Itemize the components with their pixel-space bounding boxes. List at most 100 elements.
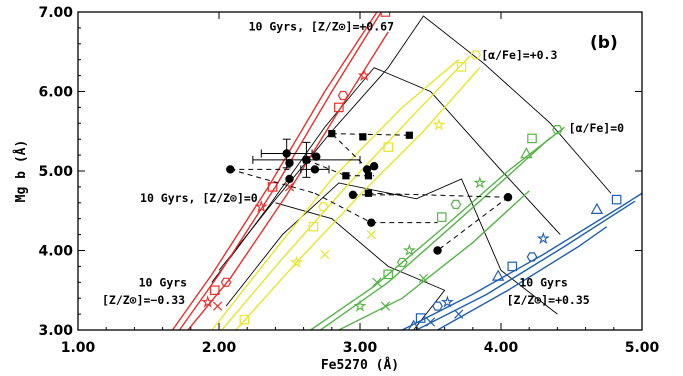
star-marker xyxy=(473,176,487,189)
hexagon-marker xyxy=(470,50,481,60)
square-marker xyxy=(415,313,426,323)
square-marker xyxy=(209,285,220,296)
model-track-line xyxy=(187,31,389,330)
observed-point xyxy=(369,162,379,171)
annotation-text: [α/Fe]=0 xyxy=(569,121,624,135)
cross-marker xyxy=(212,301,223,311)
triangle-marker xyxy=(407,319,420,330)
isochrone-line xyxy=(275,202,446,330)
observed-point xyxy=(433,246,442,255)
observed-square-point xyxy=(364,189,373,197)
square-marker xyxy=(267,182,278,192)
model-track-line xyxy=(401,192,642,330)
observed-point xyxy=(362,165,372,174)
observed-square-point xyxy=(359,133,367,141)
observed-point xyxy=(282,149,291,158)
star-marker xyxy=(254,199,268,213)
cross-stroke xyxy=(284,182,295,192)
cross-marker xyxy=(372,277,382,287)
hexagon-marker xyxy=(396,257,408,268)
triangle-marker xyxy=(491,269,505,281)
observed-square-point xyxy=(342,172,350,180)
dashed-link xyxy=(306,159,347,177)
star-marker xyxy=(357,68,371,82)
cross-marker xyxy=(320,249,330,260)
square-marker xyxy=(308,221,319,232)
cross-marker xyxy=(418,273,429,283)
model-track-line xyxy=(416,200,636,330)
cross-stroke xyxy=(425,317,436,327)
observed-square-point xyxy=(328,130,336,138)
cross-marker xyxy=(454,309,464,319)
triangle-marker xyxy=(520,147,533,159)
cross-stroke xyxy=(454,309,464,319)
observed-square-point xyxy=(405,131,413,139)
x-tick-label: 3.00 xyxy=(343,340,378,356)
panel-label: (b) xyxy=(590,33,618,53)
square-marker xyxy=(383,142,393,152)
y-tick-label: 7.00 xyxy=(38,5,73,21)
cross-stroke xyxy=(212,301,223,311)
hexagon-marker xyxy=(552,125,563,135)
model-track-line xyxy=(437,226,608,330)
isochrone-line xyxy=(211,67,561,283)
x-tick-label: 4.00 xyxy=(484,340,519,356)
annotation-text: 10 Gyrs, [Z/Z⊙]=0 xyxy=(140,191,258,205)
annotation-text: [α/Fe]=+0.3 xyxy=(481,48,557,62)
annotation-text: 10 Gyrs xyxy=(139,275,187,289)
annotation-text: [Z/Z⊙]=+0.35 xyxy=(507,293,590,307)
square-marker xyxy=(380,12,391,17)
cross-stroke xyxy=(366,229,376,240)
dashed-link xyxy=(437,196,509,251)
observed-point xyxy=(285,174,294,184)
x-axis-label: Fe5270 (Å) xyxy=(321,357,399,373)
annotation-text: 10 Gyrs, [Z/Z⊙]=+0.67 xyxy=(249,19,394,33)
x-tick-label: 5.00 xyxy=(625,340,660,356)
cross-stroke xyxy=(372,277,382,287)
observed-point xyxy=(226,165,235,174)
y-axis-label: Mg b (Å) xyxy=(13,140,29,203)
observed-point xyxy=(310,165,320,174)
dashed-links xyxy=(230,133,509,251)
star-marker xyxy=(201,295,215,308)
isochrone-line xyxy=(225,178,558,315)
model-track-line xyxy=(338,190,530,330)
star-marker xyxy=(353,299,367,312)
model-track-line xyxy=(310,126,565,330)
annotations: 10 Gyrs, [Z/Z⊙]=+0.67 [α/Fe]=+0.3 [α/Fe]=0… xyxy=(102,19,624,306)
star-marker xyxy=(432,118,446,131)
observed-point xyxy=(312,152,321,161)
cross-marker xyxy=(366,229,376,240)
model-track-line xyxy=(211,59,460,330)
hexagon-marker xyxy=(450,199,462,209)
model-track-line xyxy=(178,12,382,330)
triangle-marker xyxy=(590,202,604,214)
square-marker xyxy=(334,102,344,113)
cross-marker xyxy=(425,317,436,327)
observed-point xyxy=(348,190,358,200)
square-marker xyxy=(611,194,622,205)
x-tick-label: 2.00 xyxy=(202,340,237,356)
star-marker xyxy=(402,243,416,257)
annotation-text: [Z/Z⊙]=−0.33 xyxy=(102,293,185,307)
square-marker xyxy=(507,261,518,272)
star-marker xyxy=(290,255,304,268)
hexagon-marker xyxy=(526,252,538,262)
x-tick-label: 1.00 xyxy=(61,340,96,356)
square-marker xyxy=(436,212,447,222)
hexagon-marker xyxy=(220,277,232,287)
y-tick-label: 6.00 xyxy=(38,85,73,101)
isochrone-line xyxy=(218,15,612,271)
annotation-text: 10 Gyrs xyxy=(519,275,567,289)
square-marker xyxy=(456,62,467,72)
model-track-line xyxy=(221,55,471,330)
cross-stroke xyxy=(418,273,429,283)
observed-square-point xyxy=(364,172,373,180)
observed-point xyxy=(503,193,513,202)
star-marker xyxy=(440,295,454,308)
square-marker xyxy=(239,314,250,325)
model-tracks xyxy=(171,12,642,330)
y-tick-label: 4.00 xyxy=(38,244,73,260)
cross-stroke xyxy=(380,301,391,311)
